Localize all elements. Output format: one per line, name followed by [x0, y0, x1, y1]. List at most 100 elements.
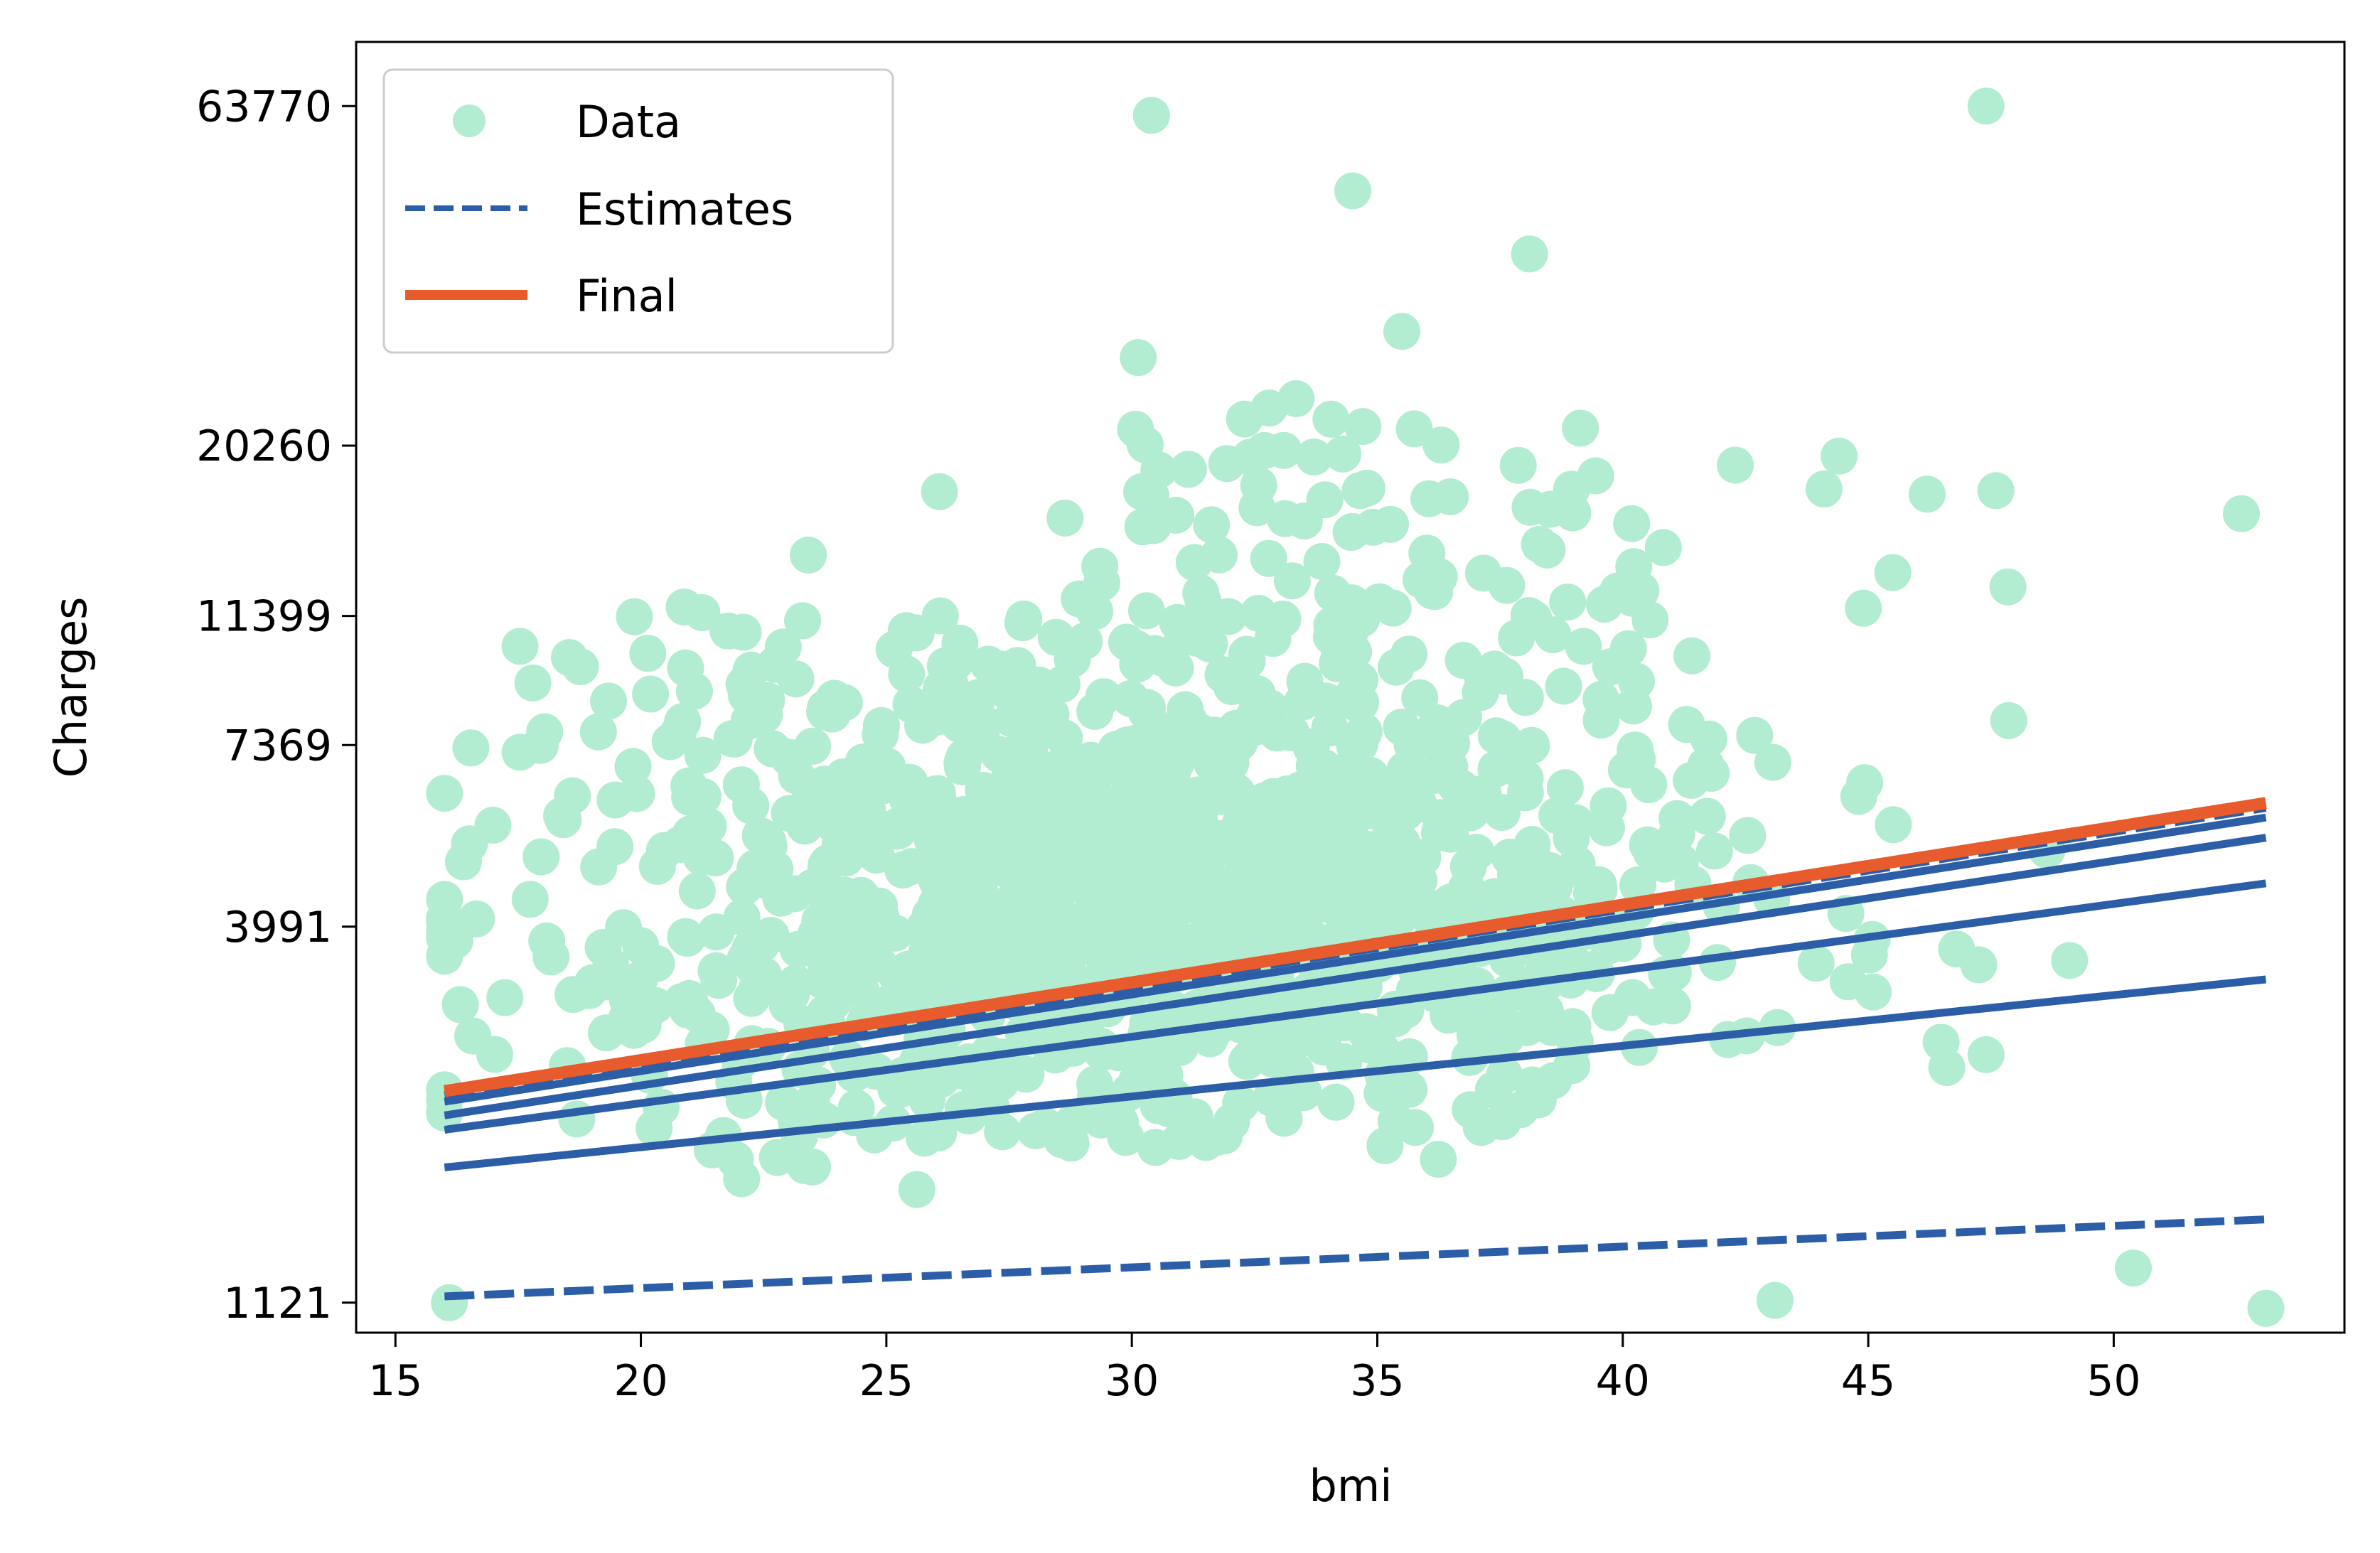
data-point [1286, 919, 1324, 957]
data-point [1609, 630, 1647, 667]
regression-lines [443, 797, 2267, 1301]
data-point [1394, 770, 1432, 808]
legend: Data Estimates Final [382, 68, 894, 354]
data-point [2223, 495, 2260, 532]
x-axis-ticks: 15 20 25 30 35 40 45 50 [368, 1333, 2141, 1406]
data-point [1175, 544, 1213, 581]
data-point [713, 720, 751, 758]
data-point [1393, 865, 1430, 902]
data-point [426, 919, 463, 957]
data-point [784, 602, 821, 640]
data-point [522, 726, 559, 764]
data-point [940, 705, 978, 743]
legend-data-marker [453, 104, 486, 137]
data-point [1007, 1055, 1045, 1093]
data-point [700, 962, 738, 999]
data-point [678, 872, 716, 910]
data-point [614, 748, 652, 785]
data-point [1235, 698, 1272, 736]
data-point [898, 1171, 936, 1208]
legend-frame [382, 68, 894, 354]
data-point [1082, 1101, 1120, 1139]
data-point [451, 825, 488, 863]
data-point [1341, 829, 1379, 866]
final-line [443, 797, 2267, 1097]
data-point [1353, 792, 1390, 829]
data-point [1324, 773, 1362, 810]
data-point [1553, 820, 1590, 857]
data-point [1046, 499, 1084, 537]
data-point [1147, 871, 1185, 908]
data-point [1540, 857, 1578, 895]
data-point [1354, 508, 1392, 546]
data-point [621, 961, 658, 999]
data-point [1066, 623, 1103, 660]
data-point [426, 775, 463, 812]
data-point [1977, 472, 2015, 510]
data-point [1118, 934, 1156, 972]
data-point [1850, 936, 1888, 974]
data-point [981, 654, 1018, 692]
data-point [1137, 1129, 1174, 1166]
data-point [1511, 488, 1549, 526]
data-point [1079, 818, 1117, 856]
data-point [1212, 926, 1250, 964]
data-point [458, 900, 495, 937]
data-point [1042, 819, 1079, 856]
data-point [1191, 625, 1228, 662]
data-point [1286, 662, 1324, 700]
data-point [1314, 574, 1351, 612]
y-axis-ticks: 1121 3991 7369 11399 20260 63770 [196, 82, 356, 1328]
data-point [1483, 794, 1521, 831]
data-point [1658, 815, 1695, 853]
data-point [1549, 584, 1587, 620]
estimate-line [444, 879, 2267, 1134]
data-point [1169, 451, 1207, 488]
data-point [1265, 1100, 1303, 1137]
data-point [880, 807, 918, 844]
y-tick-label: 7369 [223, 721, 332, 770]
data-point [860, 907, 898, 945]
data-point [1395, 410, 1433, 448]
data-point [1486, 657, 1523, 695]
data-point [1488, 566, 1526, 604]
data-point [818, 922, 856, 960]
data-point [1528, 531, 1566, 569]
data-point [1383, 824, 1420, 861]
data-point [1110, 1074, 1147, 1112]
data-point [880, 1071, 918, 1109]
data-point [579, 713, 617, 751]
data-point [1875, 806, 1912, 844]
data-point [1390, 635, 1428, 673]
x-tick-label: 50 [2086, 1356, 2140, 1406]
data-point [1457, 1004, 1494, 1041]
data-point [1840, 778, 1877, 815]
data-point [1562, 409, 1599, 447]
estimate-line [444, 1215, 2266, 1301]
data-point [1240, 594, 1277, 632]
data-point [1324, 435, 1362, 473]
data-point [1519, 1081, 1557, 1119]
data-point [1312, 618, 1350, 655]
data-point [697, 913, 735, 951]
data-point [1440, 883, 1478, 920]
legend-data-label: Data [576, 96, 681, 148]
data-point [1444, 642, 1482, 679]
data-point [1587, 809, 1625, 847]
data-point [1938, 930, 1976, 968]
data-point [1619, 866, 1656, 904]
data-point [1295, 439, 1333, 475]
data-point [972, 928, 1010, 965]
data-point [993, 778, 1031, 816]
data-point [1644, 529, 1682, 566]
data-point [1545, 667, 1582, 705]
data-point [1989, 568, 2027, 606]
data-point [426, 881, 463, 918]
data-point [1335, 683, 1373, 721]
data-point [1204, 736, 1241, 773]
data-point [1756, 1281, 1794, 1319]
data-point [522, 838, 560, 876]
data-point [1717, 446, 1754, 484]
data-point [908, 1081, 946, 1119]
data-point [1845, 589, 1882, 627]
